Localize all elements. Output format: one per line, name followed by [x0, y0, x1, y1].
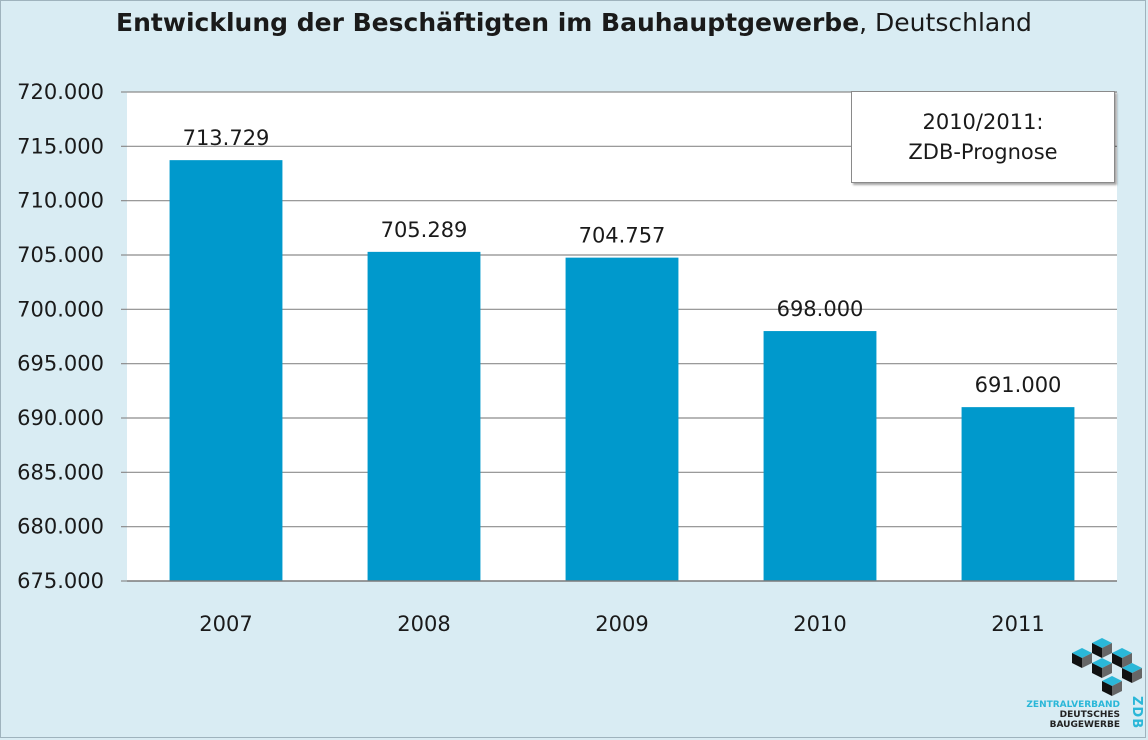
data-label-2009: 704.757 — [579, 224, 666, 248]
zdb-logo-abbr: ZDB — [1129, 696, 1144, 730]
y-tick-label: 715.000 — [17, 134, 104, 158]
forecast-note: 2010/2011: ZDB-Prognose — [851, 91, 1115, 183]
zdb-logo-line1: ZENTRALVERBAND — [1026, 700, 1120, 710]
y-tick-label: 695.000 — [17, 352, 104, 376]
chart-title: Entwicklung der Beschäftigten im Bauhaup… — [0, 8, 1148, 37]
x-tick-label: 2009 — [595, 612, 648, 636]
zdb-logo-line3: BAUGEWERBE — [1049, 720, 1120, 730]
zdb-logo-text: ZENTRALVERBAND DEUTSCHES BAUGEWERBE — [1026, 700, 1120, 730]
data-labels: 713.729 705.289 704.757 698.000 691.000 — [183, 126, 1062, 397]
y-tick-label: 720.000 — [17, 80, 104, 104]
data-label-2008: 705.289 — [381, 218, 468, 242]
zdb-logo: ZENTRALVERBAND DEUTSCHES BAUGEWERBE ZDB — [1010, 630, 1146, 738]
chart-title-rest: , Deutschland — [859, 8, 1032, 37]
y-tick-label: 685.000 — [17, 460, 104, 484]
bar-2007 — [169, 160, 283, 581]
chart-title-bold: Entwicklung der Beschäftigten im Bauhaup… — [116, 8, 860, 37]
zdb-logo-cubes-icon — [1072, 638, 1142, 696]
y-axis-ticks: 675.000 680.000 685.000 690.000 695.000 700.0… — [17, 80, 127, 593]
y-tick-label: 710.000 — [17, 189, 104, 213]
y-tick-label: 680.000 — [17, 515, 104, 539]
bar-2009 — [565, 257, 679, 581]
data-label-2010: 698.000 — [777, 297, 864, 321]
zdb-logo-line2: DEUTSCHES — [1059, 710, 1120, 720]
x-tick-label: 2010 — [793, 612, 846, 636]
y-tick-label: 690.000 — [17, 406, 104, 430]
y-tick-label: 700.000 — [17, 297, 104, 321]
bar-2010 — [763, 331, 877, 581]
x-axis-ticks: 2007 2008 2009 2010 2011 — [199, 612, 1044, 636]
y-tick-label: 705.000 — [17, 243, 104, 267]
x-tick-label: 2007 — [199, 612, 252, 636]
bars — [169, 160, 1075, 581]
y-tick-label: 675.000 — [17, 569, 104, 593]
bar-2011 — [961, 407, 1075, 581]
forecast-note-line1: 2010/2011: — [922, 110, 1044, 134]
forecast-note-line2: ZDB-Prognose — [908, 140, 1058, 164]
bar-2008 — [367, 251, 481, 581]
data-label-2011: 691.000 — [975, 373, 1062, 397]
x-tick-label: 2011 — [991, 612, 1044, 636]
data-label-2007: 713.729 — [183, 126, 270, 150]
x-tick-label: 2008 — [397, 612, 450, 636]
